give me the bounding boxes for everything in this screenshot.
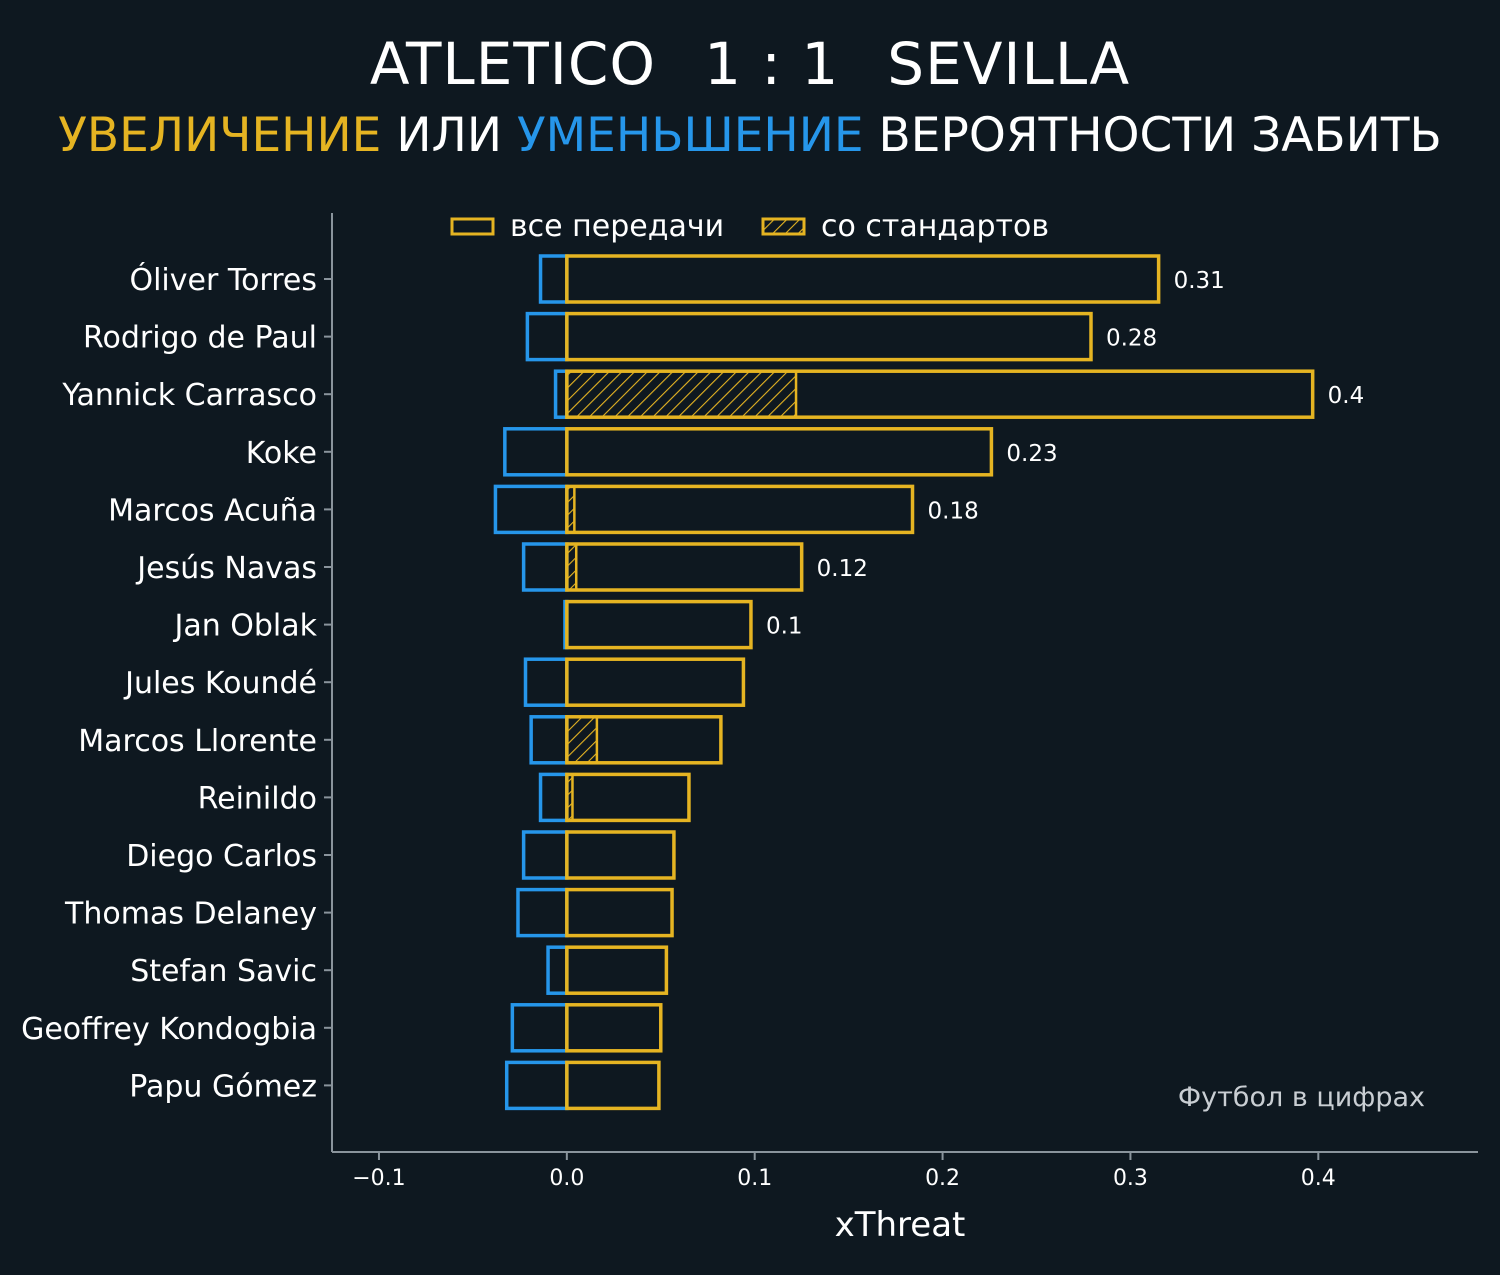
player-label: Jan Oblak <box>172 609 317 644</box>
decrease-bar <box>538 254 569 304</box>
increase-bar <box>565 1060 661 1111</box>
decrease-bar <box>538 772 569 823</box>
increase-bar <box>565 772 691 823</box>
player-label: Jesús Navas <box>135 551 317 586</box>
subtitle-decrease-word: УМЕНЬШЕНИЕ <box>516 108 864 163</box>
increase-bar <box>565 311 1093 362</box>
increase-bar <box>565 599 753 650</box>
increase-bar <box>565 657 746 707</box>
chart-subtitle: УВЕЛИЧЕНИЕ ИЛИ УМЕНЬШЕНИЕ ВЕРОЯТНОСТИ ЗА… <box>0 108 1500 163</box>
increase-bar <box>565 1003 663 1053</box>
value-label: 0.1 <box>766 614 803 640</box>
player-label: Marcos Acuña <box>108 493 317 528</box>
player-label: Diego Carlos <box>126 839 317 874</box>
legend-label: все передачи <box>510 209 724 244</box>
player-label: Jules Koundé <box>123 666 317 701</box>
bars <box>493 254 1315 1111</box>
value-label: 0.28 <box>1106 326 1157 352</box>
decrease-bar <box>493 484 569 535</box>
increase-bar <box>565 427 994 477</box>
value-label: 0.23 <box>1006 441 1057 467</box>
value-label: 0.12 <box>817 556 868 582</box>
x-tick-label: 0.4 <box>1301 1166 1336 1191</box>
player-label: Yannick Carrasco <box>61 378 317 413</box>
labels: −0.1 0.0 0.1 0.2 0.3 0.4 Óliver Torres 0.31 Rodr… <box>21 261 1364 1191</box>
value-label: 0.4 <box>1328 383 1365 409</box>
player-label: Óliver Torres <box>129 261 317 298</box>
increase-bar <box>565 254 1161 304</box>
player-label: Papu Gómez <box>129 1069 317 1104</box>
decrease-bar <box>525 311 569 362</box>
subtitle-or-word: ИЛИ <box>396 108 503 163</box>
decrease-bar <box>516 887 569 938</box>
increase-bar <box>565 369 1315 419</box>
x-tick-label: 0.0 <box>549 1166 584 1191</box>
decrease-bar <box>503 427 569 477</box>
x-axis-label: xThreat <box>835 1205 966 1245</box>
value-label: 0.18 <box>928 498 979 524</box>
player-label: Marcos Llorente <box>78 724 317 759</box>
increase-bar <box>565 887 674 938</box>
decrease-bar <box>529 715 569 765</box>
chart-title: ATLETICO 1 : 1 SEVILLA <box>0 30 1500 98</box>
increase-bar <box>565 484 915 535</box>
set-piece-bar <box>565 715 599 765</box>
set-piece-bar <box>565 369 798 419</box>
legend: все передачи со стандартов <box>450 209 1049 244</box>
x-tick-label: 0.3 <box>1113 1166 1148 1191</box>
match-score: 1 : 1 <box>704 30 840 98</box>
increase-bar <box>565 945 669 995</box>
legend-swatch <box>761 217 806 236</box>
legend-swatch <box>450 217 495 236</box>
decrease-bar <box>523 657 569 707</box>
player-label: Thomas Delaney <box>64 897 317 932</box>
decrease-bar <box>504 1060 569 1111</box>
away-team-name: SEVILLA <box>887 30 1131 98</box>
player-label: Stefan Savic <box>130 954 317 989</box>
increase-bar <box>565 830 676 880</box>
increase-bar <box>565 542 804 592</box>
decrease-bar <box>546 945 569 995</box>
legend-label: со стандартов <box>821 209 1049 244</box>
subtitle-rest-text: ВЕРОЯТНОСТИ ЗАБИТЬ <box>878 108 1442 163</box>
player-label: Reinildo <box>198 781 317 816</box>
watermark: Футбол в цифрах <box>1178 1082 1425 1113</box>
axes <box>324 213 1478 1160</box>
player-label: Geoffrey Kondogbia <box>21 1012 317 1047</box>
x-tick-label: 0.2 <box>925 1166 960 1191</box>
x-tick-label: −0.1 <box>352 1166 405 1191</box>
x-tick-label: 0.1 <box>737 1166 772 1191</box>
value-label: 0.31 <box>1174 268 1225 294</box>
home-team-name: ATLETICO <box>369 30 657 98</box>
subtitle-increase-word: УВЕЛИЧЕНИЕ <box>58 108 382 163</box>
player-label: Rodrigo de Paul <box>83 321 317 356</box>
increase-bar <box>565 715 723 765</box>
decrease-bar <box>510 1003 569 1053</box>
decrease-bar <box>521 830 569 880</box>
decrease-bar <box>521 542 569 592</box>
player-label: Koke <box>246 436 317 471</box>
